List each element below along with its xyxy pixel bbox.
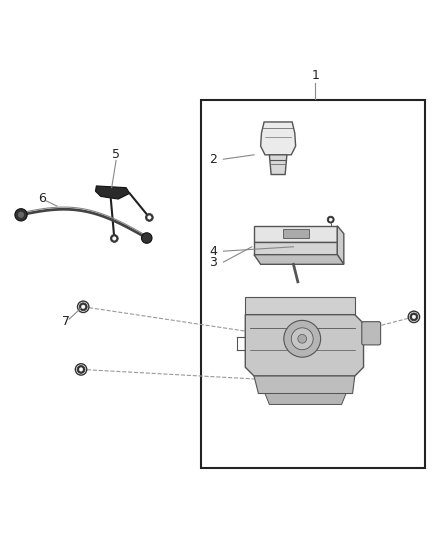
Text: 5: 5 [112, 148, 120, 161]
Polygon shape [261, 122, 296, 155]
Circle shape [298, 334, 307, 343]
Polygon shape [254, 255, 344, 264]
Text: 7: 7 [62, 315, 70, 328]
Circle shape [18, 212, 24, 218]
Bar [201, 100, 425, 468]
Polygon shape [254, 226, 337, 241]
Circle shape [113, 237, 116, 240]
Polygon shape [337, 226, 344, 264]
Circle shape [110, 235, 118, 243]
Polygon shape [245, 297, 355, 314]
Text: 4: 4 [209, 245, 217, 257]
Circle shape [329, 218, 332, 221]
Text: 1: 1 [311, 69, 319, 83]
Polygon shape [283, 229, 309, 238]
Circle shape [145, 214, 153, 221]
Text: 3: 3 [209, 256, 217, 269]
Circle shape [81, 305, 85, 309]
Polygon shape [254, 241, 337, 255]
Polygon shape [265, 393, 346, 405]
Polygon shape [245, 314, 364, 376]
Text: 6: 6 [38, 192, 46, 205]
Polygon shape [254, 376, 355, 393]
Circle shape [15, 209, 27, 221]
Polygon shape [95, 186, 130, 199]
Polygon shape [269, 155, 287, 174]
Circle shape [410, 313, 418, 321]
Text: 2: 2 [209, 152, 217, 166]
Circle shape [412, 315, 416, 319]
Circle shape [291, 328, 313, 350]
Circle shape [284, 320, 321, 357]
FancyBboxPatch shape [362, 322, 381, 345]
Circle shape [77, 366, 85, 374]
Circle shape [141, 233, 152, 243]
Circle shape [79, 368, 83, 371]
Circle shape [148, 216, 151, 219]
Circle shape [79, 303, 87, 311]
Circle shape [327, 216, 334, 223]
